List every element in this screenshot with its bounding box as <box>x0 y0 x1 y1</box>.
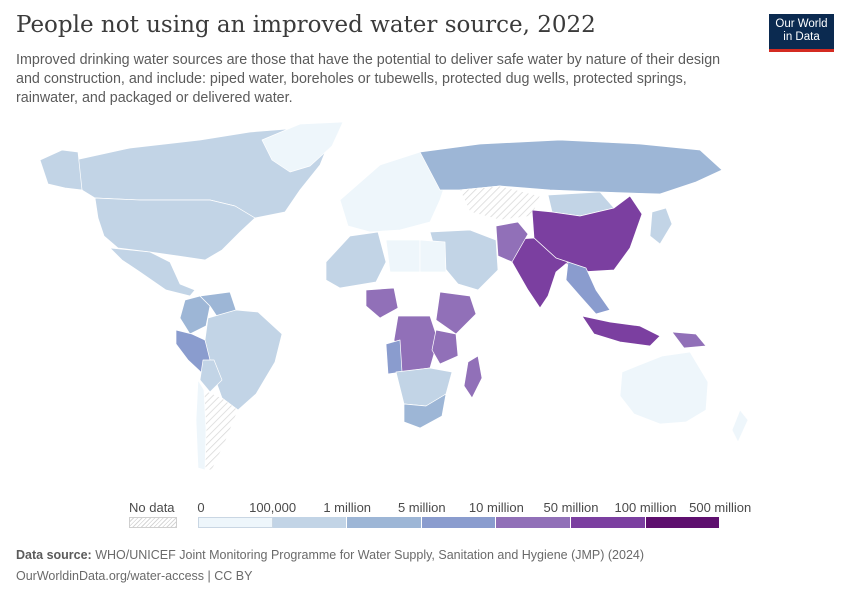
region-europe[interactable]: Europe <box>339 151 447 233</box>
legend-bin[interactable] <box>645 517 721 528</box>
region-south-africa[interactable]: South Africa <box>403 393 447 429</box>
region-united-states[interactable]: United States <box>94 197 256 261</box>
region-india[interactable]: India <box>503 237 569 309</box>
owid-logo[interactable]: Our World in Data <box>769 14 834 52</box>
region-kazakhstan[interactable]: Kazakhstan <box>459 185 541 221</box>
legend-no-data-label: No data <box>129 500 175 515</box>
legend-bin[interactable] <box>496 517 571 528</box>
region-alaska[interactable]: Alaska <box>39 149 83 191</box>
url-license[interactable]: OurWorldinData.org/water-access | CC BY <box>16 569 253 583</box>
region-brazil[interactable]: Brazil <box>204 309 283 411</box>
data-source-label: Data source: <box>16 548 92 562</box>
region-nigeria[interactable]: Nigeria <box>365 287 399 319</box>
data-source-text: WHO/UNICEF Joint Monitoring Programme fo… <box>95 548 645 562</box>
legend-bin[interactable] <box>272 517 348 528</box>
legend-threshold-label: 1 million <box>323 500 372 515</box>
region-north-africa[interactable]: North Africa <box>325 231 387 289</box>
region-angola[interactable]: Angola <box>385 339 403 375</box>
region-papua-new-guinea[interactable]: Papua New Guinea <box>671 331 707 349</box>
legend-threshold-label: 100,000 <box>249 500 297 515</box>
chart-subtitle: Improved drinking water sources are thos… <box>16 52 721 106</box>
region-mexico[interactable]: Mexico <box>109 247 196 297</box>
world-map[interactable]: Canada Alaska United States Greenland Me… <box>0 115 850 495</box>
logo-line2: in Data <box>783 31 820 43</box>
region-madagascar[interactable]: Madagascar <box>463 355 483 399</box>
region-greenland[interactable]: Greenland <box>261 121 344 173</box>
region-libya[interactable]: Libya <box>385 239 421 273</box>
legend-threshold-label: 100 million <box>614 500 677 515</box>
region-japan[interactable]: Japan <box>649 207 673 245</box>
region-ethiopia[interactable]: Ethiopia <box>435 291 477 335</box>
region-bolivia[interactable]: Bolivia <box>199 359 223 393</box>
legend-threshold-label: 0 <box>197 500 205 515</box>
region-chile[interactable]: Chile <box>195 379 207 471</box>
chart-title: People not using an improved water sourc… <box>16 12 596 38</box>
region-tanzania[interactable]: Tanzania <box>431 329 459 365</box>
region-russia[interactable]: Russia <box>419 139 723 195</box>
legend-threshold-label: 10 million <box>468 500 524 515</box>
legend-bin[interactable] <box>198 517 273 528</box>
region-pakistan[interactable]: Pakistan <box>495 221 529 263</box>
legend-bin[interactable] <box>571 517 646 528</box>
region-indonesia[interactable]: Indonesia <box>581 315 661 347</box>
legend-bin[interactable] <box>347 517 422 528</box>
data-source: Data source: WHO/UNICEF Joint Monitoring… <box>16 548 644 562</box>
region-australia[interactable]: Australia <box>619 351 709 425</box>
legend-bin[interactable] <box>421 517 497 528</box>
region-new-zealand[interactable]: New Zealand <box>731 409 749 443</box>
region-egypt[interactable]: Egypt <box>419 239 447 273</box>
logo-line1: Our World <box>775 18 828 30</box>
map-legend: No data 0 100,000 1 million 5 million 10 mil… <box>0 497 850 537</box>
legend-threshold-label: 5 million <box>397 500 446 515</box>
region-southeast-asia[interactable]: Southeast Asia <box>565 261 611 315</box>
legend-no-data-swatch[interactable] <box>129 517 177 528</box>
legend-threshold-label: 50 million <box>543 500 599 515</box>
legend-threshold-label: 500 million <box>689 500 752 515</box>
